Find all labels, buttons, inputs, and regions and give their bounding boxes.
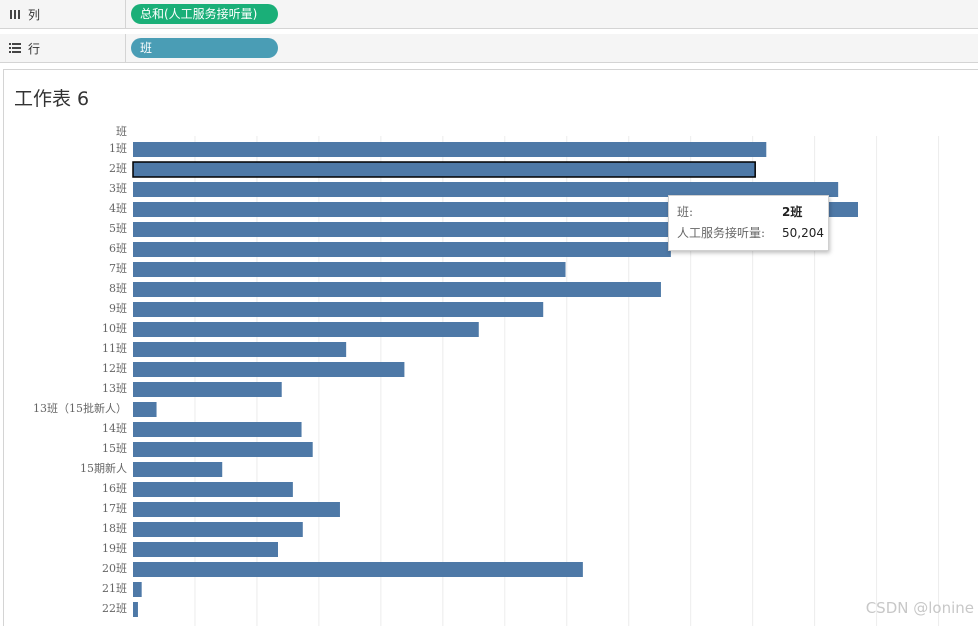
category-label: 14班 — [102, 422, 127, 435]
category-label: 22班 — [102, 602, 127, 615]
tooltip: 班: 2班 人工服务接听量: 50,204 — [668, 195, 829, 251]
category-label: 11班 — [102, 342, 127, 355]
category-label: 9班 — [109, 302, 127, 315]
bar-1班[interactable] — [133, 142, 767, 157]
bar-19班[interactable] — [133, 542, 278, 557]
tooltip-key-measure: 人工服务接听量: — [677, 226, 766, 240]
category-label: 10班 — [102, 322, 127, 335]
bar-17班[interactable] — [133, 502, 340, 517]
category-label: 15期新人 — [80, 461, 127, 475]
tooltip-row-measure: 人工服务接听量: 50,204 — [677, 225, 824, 241]
category-label: 18班 — [102, 522, 127, 535]
axis-header: 班 — [116, 125, 127, 138]
columns-label-text: 列 — [28, 7, 41, 22]
category-label: 13班 — [102, 382, 127, 395]
sheet-title: 工作表 6 — [14, 88, 90, 110]
rows-shelf: 行 班 — [0, 34, 978, 63]
category-label: 13班（15批新人） — [33, 401, 127, 415]
sum-measure-pill[interactable]: 总和(人工服务接听量) — [131, 4, 278, 24]
bar-15期新人[interactable] — [133, 462, 223, 477]
bar-22班[interactable] — [133, 602, 138, 617]
bar-9班[interactable] — [133, 302, 544, 317]
watermark: CSDN @lonine — [865, 599, 974, 617]
bar-20班[interactable] — [133, 562, 583, 577]
tooltip-value-measure: 50,204 — [782, 226, 824, 240]
rows-label-text: 行 — [28, 41, 41, 56]
category-label: 8班 — [109, 282, 127, 295]
columns-shelf-label: 列 — [0, 0, 126, 28]
bar-16班[interactable] — [133, 482, 293, 497]
bar-12班[interactable] — [133, 362, 405, 377]
bar-7班[interactable] — [133, 262, 566, 277]
bar-6班[interactable] — [133, 242, 671, 257]
bar-18班[interactable] — [133, 522, 303, 537]
category-label: 20班 — [102, 562, 127, 575]
category-label: 3班 — [109, 182, 127, 195]
tooltip-row-class: 班: 2班 — [677, 204, 802, 220]
category-label: 15班 — [102, 442, 127, 455]
bar-13班[interactable] — [133, 382, 282, 397]
bar-8班[interactable] — [133, 282, 661, 297]
bar-2班[interactable] — [132, 161, 756, 178]
tooltip-key-class: 班: — [677, 205, 694, 219]
columns-shelf: 列 总和(人工服务接听量) — [0, 0, 978, 29]
bar-3班[interactable] — [133, 182, 839, 197]
category-label: 1班 — [109, 142, 127, 155]
rows-shelf-label: 行 — [0, 34, 126, 62]
bar-13班（15批新人）[interactable] — [133, 402, 157, 417]
columns-icon — [10, 10, 20, 19]
rows-icon — [9, 43, 21, 53]
category-label: 17班 — [102, 502, 127, 515]
category-label: 12班 — [102, 362, 127, 375]
bar-10班[interactable] — [133, 322, 479, 337]
bar-21班[interactable] — [133, 582, 142, 597]
category-label: 2班 — [109, 162, 127, 175]
bar-14班[interactable] — [133, 422, 302, 437]
category-label: 6班 — [109, 242, 127, 255]
category-label: 19班 — [102, 542, 127, 555]
class-dimension-pill[interactable]: 班 — [131, 38, 278, 58]
category-label: 5班 — [109, 222, 127, 235]
bar-15班[interactable] — [133, 442, 313, 457]
bar-5班[interactable] — [133, 222, 773, 237]
bar-11班[interactable] — [133, 342, 347, 357]
category-label: 16班 — [102, 482, 127, 495]
category-label: 21班 — [102, 582, 127, 595]
category-label: 4班 — [109, 202, 127, 215]
category-label: 7班 — [109, 262, 127, 275]
tooltip-value-class: 2班 — [782, 205, 803, 219]
